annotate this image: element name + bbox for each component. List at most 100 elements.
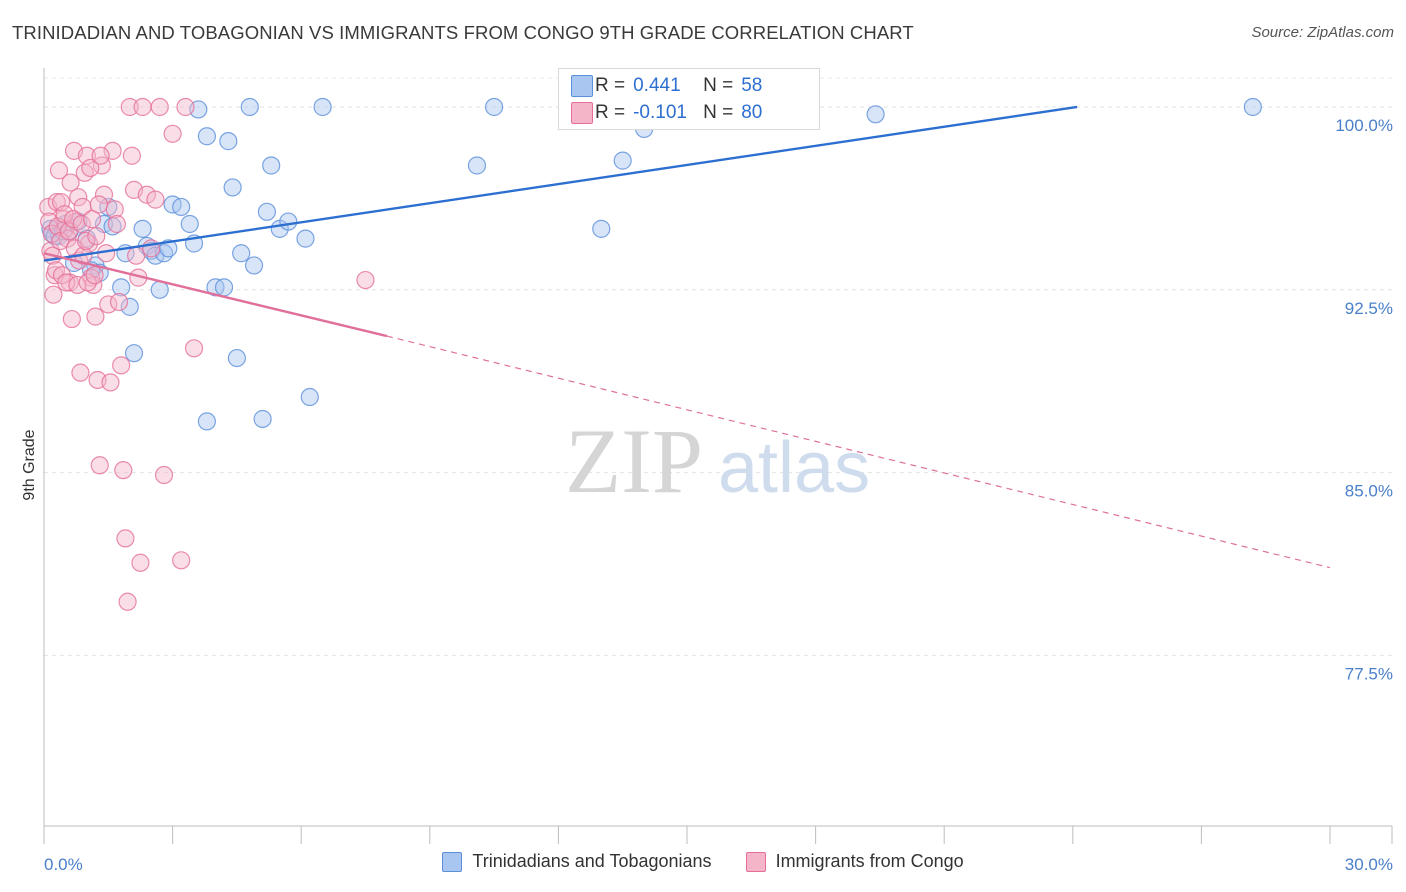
data-point-pink bbox=[82, 210, 102, 229]
data-point-blue bbox=[467, 156, 487, 175]
legend-item-trinidadians[interactable]: Trinidadians and Tobagonians bbox=[442, 851, 712, 872]
pink-swatch bbox=[571, 102, 593, 124]
y-tick-label: 85.0% bbox=[1345, 482, 1393, 501]
tick-labels: 100.0% 92.5% 85.0% 77.5% 0.0% 30.0% bbox=[44, 116, 1393, 874]
data-point-pink bbox=[76, 231, 96, 251]
chart-title: TRINIDADIAN AND TOBAGONIAN VS IMMIGRANTS… bbox=[12, 22, 914, 43]
data-point-blue bbox=[219, 132, 238, 151]
data-point-pink bbox=[55, 205, 74, 224]
data-point-pink bbox=[142, 239, 161, 258]
n-label: N = bbox=[703, 75, 734, 96]
data-point-blue bbox=[262, 156, 281, 175]
data-point-blue bbox=[257, 202, 277, 221]
data-point-pink bbox=[101, 373, 120, 392]
data-point-blue bbox=[244, 256, 264, 275]
trend-line-pink bbox=[43, 252, 388, 338]
trend-line-blue bbox=[43, 105, 1078, 262]
data-point-pink bbox=[114, 461, 133, 480]
data-point-blue bbox=[866, 105, 885, 124]
data-point-pink bbox=[120, 97, 139, 117]
data-point-pink bbox=[109, 292, 129, 312]
data-point-pink bbox=[133, 97, 152, 117]
trend-lines bbox=[43, 105, 1331, 569]
data-point-pink bbox=[356, 270, 375, 290]
data-point-pink bbox=[49, 161, 69, 180]
data-point-blue bbox=[133, 219, 152, 238]
data-point-pink bbox=[99, 295, 118, 314]
pink-swatch bbox=[745, 851, 766, 872]
n-value: 58 bbox=[741, 75, 763, 96]
data-point-blue bbox=[124, 344, 144, 363]
data-point-blue bbox=[223, 178, 242, 197]
blue-swatch bbox=[571, 75, 593, 97]
n-label: N = bbox=[703, 102, 734, 123]
data-point-blue bbox=[227, 348, 246, 368]
y-tick-label: 77.5% bbox=[1345, 664, 1393, 683]
data-point-pink bbox=[172, 551, 191, 570]
data-point-blue bbox=[197, 127, 216, 146]
x-tick-label: 0.0% bbox=[44, 855, 83, 874]
data-point-pink bbox=[72, 214, 91, 234]
data-point-blue bbox=[240, 97, 259, 117]
r-value: 0.441 bbox=[633, 75, 681, 96]
r-label: R = bbox=[595, 102, 626, 123]
data-point-pink bbox=[78, 273, 97, 292]
data-point-pink bbox=[116, 529, 135, 548]
data-point-pink bbox=[71, 363, 90, 382]
n-value: 80 bbox=[741, 102, 763, 123]
data-point-pink bbox=[81, 158, 100, 178]
data-point-pink bbox=[91, 146, 110, 165]
gridlines bbox=[44, 77, 1392, 656]
data-point-blue bbox=[279, 212, 298, 231]
data-point-blue bbox=[172, 197, 191, 217]
data-point-pink bbox=[127, 246, 146, 265]
data-point-pink bbox=[90, 456, 109, 475]
r-value: -0.101 bbox=[633, 102, 687, 123]
data-point-blue bbox=[296, 229, 315, 248]
correlation-legend: R = 0.441 N = 58 R = -0.101 N = 80 bbox=[558, 68, 820, 130]
data-point-blue bbox=[613, 151, 632, 170]
data-point-blue bbox=[485, 97, 504, 117]
data-point-pink bbox=[85, 266, 104, 285]
data-point-pink bbox=[46, 261, 66, 280]
data-point-pink bbox=[87, 227, 106, 246]
data-point-pink bbox=[146, 190, 165, 209]
legend-row-pink: R = -0.101 N = 80 bbox=[571, 101, 763, 125]
data-point-pink bbox=[64, 210, 83, 229]
watermark-zip: ZIP bbox=[565, 410, 703, 512]
r-label: R = bbox=[595, 75, 626, 96]
series-legend: Trinidadians and Tobagonians Immigrants … bbox=[0, 851, 1406, 872]
axes bbox=[43, 68, 1393, 844]
data-point-pink bbox=[150, 97, 169, 117]
watermark-atlas: atlas bbox=[718, 428, 870, 508]
data-point-pink bbox=[163, 124, 182, 143]
legend-label: Immigrants from Congo bbox=[775, 851, 964, 871]
y-tick-label: 92.5% bbox=[1345, 299, 1393, 318]
data-point-blue bbox=[214, 278, 234, 297]
data-point-blue bbox=[313, 97, 332, 117]
data-point-pink bbox=[44, 285, 63, 304]
y-tick-label: 100.0% bbox=[1335, 116, 1393, 135]
data-point-pink bbox=[118, 592, 137, 611]
data-point-pink bbox=[112, 356, 131, 375]
data-point-pink bbox=[94, 185, 114, 204]
data-point-blue bbox=[112, 278, 131, 297]
blue-swatch bbox=[442, 851, 463, 872]
data-point-blue bbox=[232, 244, 251, 263]
data-point-pink bbox=[107, 214, 126, 234]
trend-extension-pink bbox=[386, 335, 1331, 569]
data-point-pink bbox=[92, 156, 111, 175]
data-point-pink bbox=[103, 141, 122, 160]
data-point-pink bbox=[176, 97, 195, 117]
data-point-pink bbox=[154, 465, 174, 485]
legend-item-congo[interactable]: Immigrants from Congo bbox=[745, 851, 964, 872]
data-point-pink bbox=[57, 273, 76, 292]
data-point-blue bbox=[1243, 97, 1262, 117]
data-point-blue bbox=[300, 387, 319, 407]
data-points bbox=[39, 97, 1262, 611]
data-point-pink bbox=[184, 339, 204, 358]
data-point-blue bbox=[197, 412, 216, 431]
data-point-pink bbox=[61, 173, 80, 192]
data-point-pink bbox=[137, 185, 156, 204]
